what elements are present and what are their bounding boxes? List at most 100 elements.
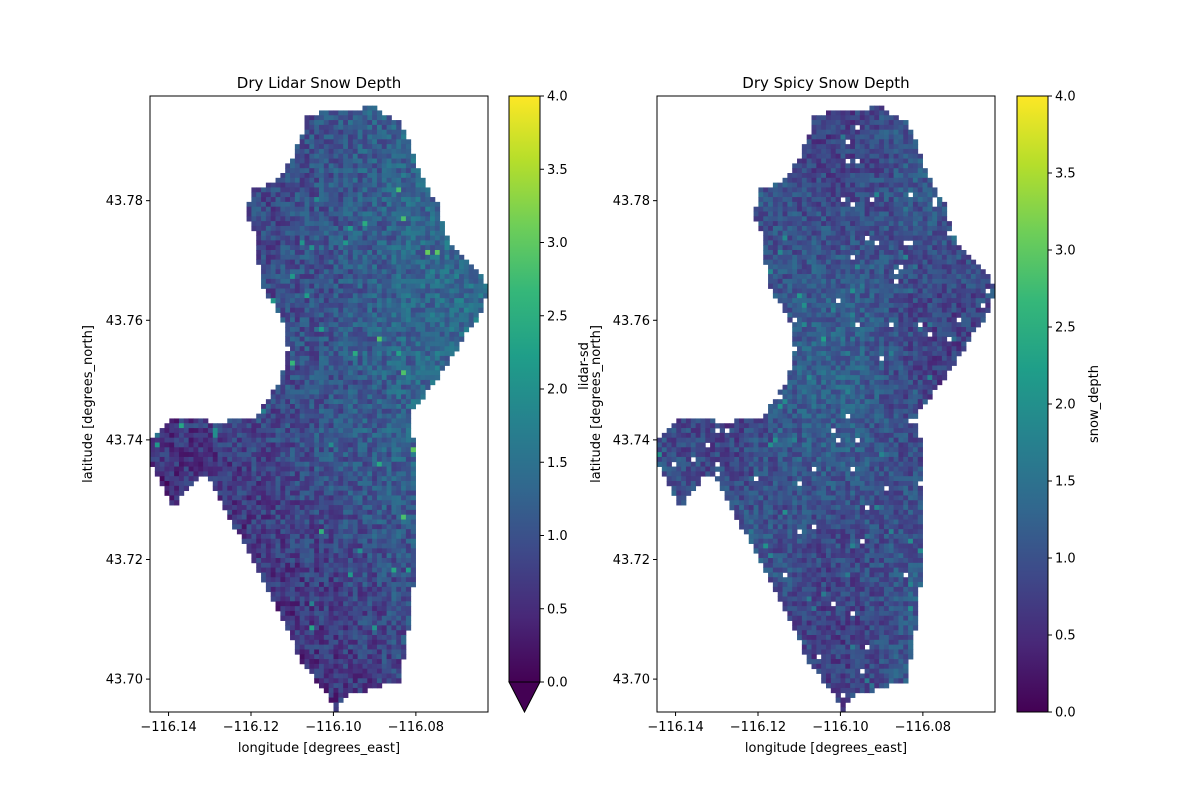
heatmap-cell — [217, 447, 223, 453]
heatmap-cell — [405, 139, 412, 145]
heatmap-cell — [883, 173, 890, 179]
heatmap-cell — [314, 572, 320, 578]
heatmap-cell — [430, 221, 436, 227]
heatmap-cell — [888, 216, 894, 222]
heatmap-cell — [396, 124, 402, 131]
heatmap-cell — [294, 461, 301, 467]
heatmap-cell — [319, 404, 325, 410]
heatmap-cell — [343, 124, 349, 131]
heatmap-cell — [285, 428, 291, 434]
heatmap-cell — [285, 456, 291, 463]
heatmap-cell — [347, 115, 354, 121]
heatmap-cell — [381, 620, 387, 626]
heatmap-cell — [401, 509, 407, 516]
heatmap-cell — [323, 235, 330, 241]
heatmap-cell — [256, 538, 262, 544]
heatmap-cell — [347, 509, 354, 516]
heatmap-cell — [376, 307, 383, 313]
heatmap-cell — [256, 505, 262, 511]
heatmap-cell — [343, 644, 349, 650]
heatmap-cell — [347, 288, 354, 294]
heatmap-cell — [372, 606, 378, 612]
heatmap-cell — [328, 697, 334, 703]
heatmap-cell — [270, 182, 276, 188]
heatmap-cell — [270, 225, 276, 232]
heatmap-cell — [347, 558, 354, 564]
heatmap-cell — [265, 259, 272, 265]
heatmap-cell — [357, 278, 363, 285]
heatmap-cell — [347, 635, 354, 641]
heatmap-cell — [294, 240, 301, 246]
heatmap-cell — [898, 120, 904, 126]
heatmap-cell — [362, 659, 368, 665]
heatmap-cell — [290, 553, 296, 559]
heatmap-cell — [309, 606, 315, 612]
heatmap-cell — [343, 399, 349, 405]
heatmap-cell — [879, 134, 885, 140]
heatmap-cell — [468, 307, 474, 313]
heatmap-cell — [290, 250, 296, 256]
heatmap-cell — [183, 456, 190, 463]
heatmap-cell — [434, 211, 441, 217]
heatmap-cell — [343, 278, 349, 285]
heatmap-cell — [430, 379, 436, 386]
heatmap-cell — [420, 389, 426, 395]
heatmap-cell — [835, 197, 841, 203]
heatmap-cell — [304, 466, 310, 472]
heatmap-cell — [319, 134, 325, 140]
heatmap-cell — [304, 293, 310, 299]
heatmap-cell — [319, 654, 325, 660]
heatmap-cell — [830, 158, 837, 164]
heatmap-cell — [386, 283, 392, 289]
heatmap-cell — [444, 298, 450, 304]
heatmap-cell — [444, 259, 450, 265]
heatmap-cell — [193, 461, 199, 467]
heatmap-cell — [319, 230, 325, 236]
heatmap-cell — [183, 423, 190, 429]
heatmap-cell — [401, 379, 407, 386]
heatmap-cell — [232, 442, 238, 448]
heatmap-cell — [869, 192, 875, 198]
heatmap-cell — [401, 240, 407, 246]
heatmap-cell — [357, 442, 363, 448]
heatmap-cell — [256, 211, 262, 217]
heatmap-cell — [391, 663, 397, 670]
heatmap-cell — [343, 148, 349, 155]
heatmap-cell — [381, 529, 387, 535]
heatmap-cell — [256, 471, 262, 477]
heatmap-cell — [357, 274, 363, 280]
heatmap-cell — [304, 211, 310, 217]
heatmap-cell — [246, 211, 252, 217]
heatmap-cell — [362, 163, 368, 169]
heatmap-cell — [372, 365, 378, 371]
heatmap-cell — [275, 206, 281, 212]
heatmap-cell — [391, 413, 397, 419]
heatmap-cell — [396, 663, 402, 670]
heatmap-cell — [362, 173, 368, 179]
heatmap-cell — [290, 500, 296, 506]
heatmap-cell — [903, 197, 909, 203]
heatmap-cell — [381, 437, 387, 443]
heatmap-cell — [840, 110, 846, 116]
heatmap-cell — [275, 404, 281, 410]
heatmap-cell — [444, 336, 450, 342]
heatmap-cell — [410, 447, 416, 453]
heatmap-cell — [285, 620, 291, 626]
heatmap-cell — [212, 481, 218, 487]
heatmap-cell — [294, 615, 301, 621]
heatmap-cell — [319, 264, 325, 270]
heatmap-cell — [347, 649, 354, 655]
heatmap-cell — [275, 245, 281, 251]
heatmap-cell — [275, 562, 281, 569]
heatmap-cell — [333, 596, 339, 602]
heatmap-cell — [246, 543, 252, 549]
heatmap-cell — [459, 283, 465, 289]
heatmap-cell — [328, 649, 334, 655]
heatmap-cell — [367, 452, 373, 458]
heatmap-cell — [261, 428, 267, 434]
heatmap-cell — [357, 211, 363, 217]
heatmap-cell — [792, 173, 798, 179]
heatmap-cell — [376, 240, 383, 246]
heatmap-cell — [280, 548, 286, 554]
heatmap-cell — [410, 317, 416, 323]
